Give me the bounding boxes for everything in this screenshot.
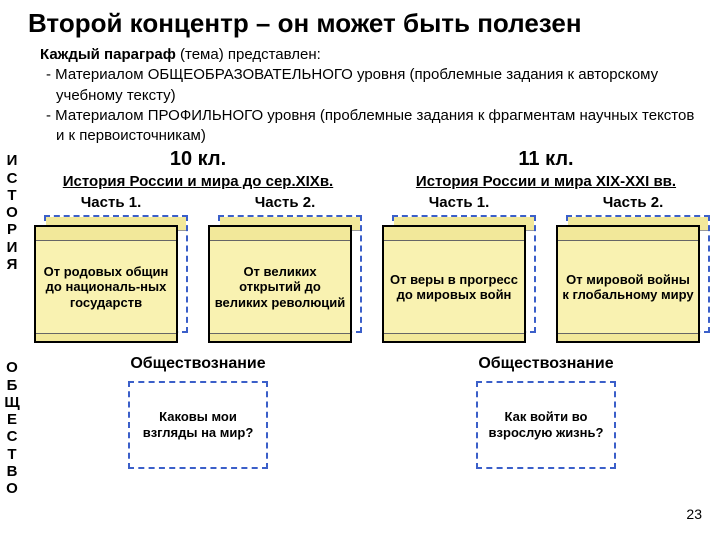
intro-lead: Каждый параграф [40,46,176,63]
vertical-label-history: ИСТОРИЯ [0,148,24,343]
part-label: Часть 1. [378,194,540,211]
society-box-text: Каковы мои взгляды на мир? [136,409,260,442]
book-text: От родовых общин до националь-ных госуда… [40,264,172,311]
society-title: Обществознание [30,355,366,373]
grade-10-column: 10 кл. История России и мира до сер.XIXв… [24,148,372,343]
book-text: От веры в прогресс до мировых войн [388,272,520,303]
intro-lead-tail: (тема) представлен: [176,46,321,63]
part-label: Часть 2. [552,194,714,211]
part-block: Часть 1. От родовых общин до националь-н… [30,194,192,343]
part-block: Часть 2. От мировой войны к глобальному … [552,194,714,343]
society-left: Обществознание Каковы мои взгляды на мир… [24,355,372,497]
intro-block: Каждый параграф (тема) представлен: - Ма… [0,43,720,148]
part-block: Часть 1. От веры в прогресс до мировых в… [378,194,540,343]
page-number: 23 [686,506,702,522]
society-row: ОБЩЕСТВО Обществознание Каковы мои взгля… [0,355,720,497]
history-subject: История России и мира XIX-XXI вв. [378,173,714,190]
grade-label: 11 кл. [378,148,714,171]
history-row: ИСТОРИЯ 10 кл. История России и мира до … [0,148,720,343]
society-right: Обществознание Как войти во взрослую жиз… [372,355,720,497]
book-stack: От веры в прогресс до мировых войн [382,215,536,343]
society-box-text: Как войти во взрослую жизнь? [484,409,608,442]
history-subject: История России и мира до сер.XIXв. [30,173,366,190]
society-title: Обществознание [378,355,714,373]
vertical-label-society: ОБЩЕСТВО [0,355,24,497]
part-label: Часть 1. [30,194,192,211]
intro-item: - Материалом ОБЩЕОБРАЗОВАТЕЛЬНОГО уровня… [46,65,704,106]
book-stack: От родовых общин до националь-ных госуда… [34,215,188,343]
book-text: От великих открытий до великих революций [214,264,346,311]
slide-title: Второй концентр – он может быть полезен [0,0,720,43]
part-block: Часть 2. От великих открытий до великих … [204,194,366,343]
grade-11-column: 11 кл. История России и мира XIX-XXI вв.… [372,148,720,343]
book-stack: От великих открытий до великих революций [208,215,362,343]
society-box: Как войти во взрослую жизнь? [476,381,616,469]
part-label: Часть 2. [204,194,366,211]
society-box: Каковы мои взгляды на мир? [128,381,268,469]
book-stack: От мировой войны к глобальному миру [556,215,710,343]
book-text: От мировой войны к глобальному миру [562,272,694,303]
intro-item: - Материалом ПРОФИЛЬНОГО уровня (проблем… [46,106,704,147]
grade-label: 10 кл. [30,148,366,171]
